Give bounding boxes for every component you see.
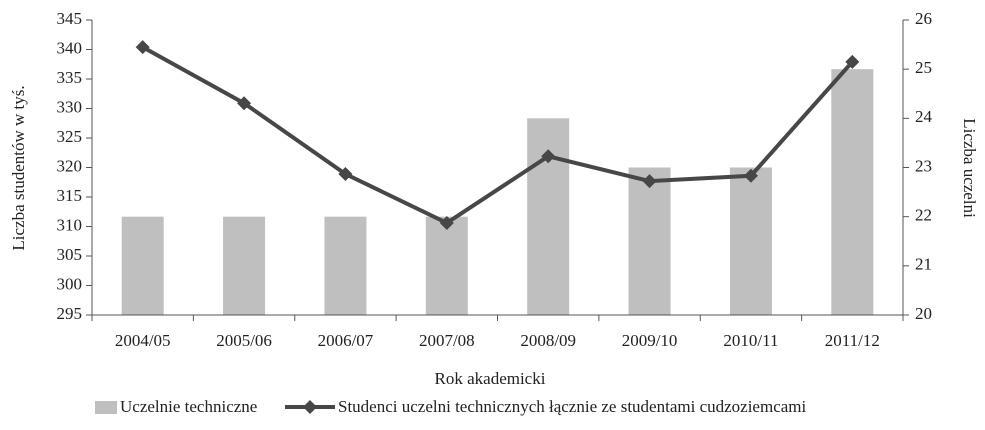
x-tick-label: 2005/06 [216,331,272,350]
y-tick-label: 300 [57,274,83,293]
bar [729,167,772,315]
x-tick-label: 2006/07 [318,331,374,350]
y-tick-label: 340 [57,38,83,57]
bar [628,167,671,315]
line [141,45,854,226]
y-tick-label: 320 [57,156,83,175]
y-tick-label: 330 [57,97,83,116]
x-tick-label: 2010/11 [723,331,778,350]
bar [831,69,874,316]
y-tick-label: 315 [57,186,83,205]
bar [425,216,468,315]
legend-label: Studenci uczelni technicznych łącznie ze… [338,397,807,416]
y2-tick-label: 22 [915,206,932,225]
y-tick-label: 335 [57,68,83,87]
y-tick-label: 325 [57,127,83,146]
marker [338,166,353,181]
y2-tick-label: 21 [915,255,932,274]
marker [743,168,758,183]
x-tick-label: 2011/12 [825,331,880,350]
marker [541,149,556,164]
legend-label: Uczelnie techniczne [120,397,257,416]
legend-swatch [95,401,117,414]
y2-tick-label: 20 [915,304,932,323]
marker [439,215,454,230]
legend-swatch [303,400,317,414]
y-axis-label: Liczba studentów w tyś. [9,85,28,250]
y-tick-label: 295 [57,304,83,323]
x-tick-label: 2008/09 [520,331,576,350]
bar [223,216,266,315]
y-tick-label: 310 [57,215,83,234]
x-tick-label: 2004/05 [115,331,171,350]
x-tick-label: 2009/10 [622,331,678,350]
marker [237,96,252,111]
y2-axis-label: Liczba uczelni [960,118,979,218]
bar [527,118,570,315]
marker [845,54,860,69]
x-tick-label: 2007/08 [419,331,475,350]
marker [135,40,150,55]
x-axis-label: Rok akademicki [435,369,546,388]
y2-tick-label: 24 [915,107,933,126]
y-tick-label: 305 [57,245,83,264]
y2-tick-label: 23 [915,156,932,175]
bar [324,216,367,315]
y-tick-label: 345 [57,9,83,28]
marker [642,174,657,189]
bar [121,216,164,315]
y2-tick-label: 25 [915,58,932,77]
y2-tick-label: 26 [915,9,932,28]
